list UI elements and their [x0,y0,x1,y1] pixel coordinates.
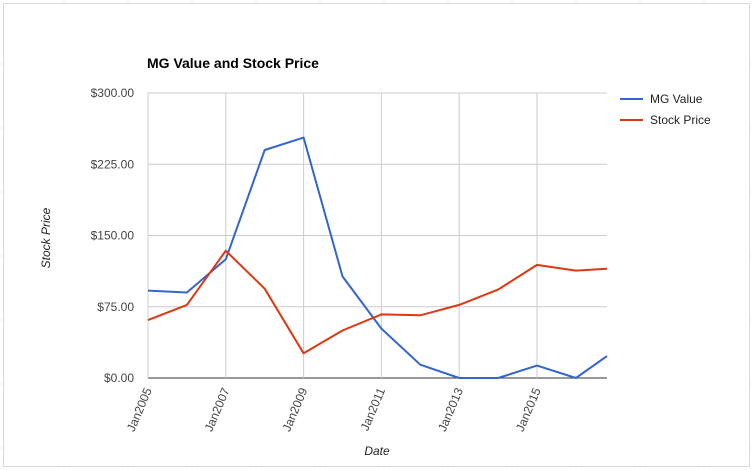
x-tick-label: Jan2005 [124,385,155,433]
y-tick-label: $0.00 [104,371,134,385]
chart-title: MG Value and Stock Price [147,55,319,71]
legend-label: Stock Price [650,113,711,127]
x-tick-label: Jan2011 [358,385,389,432]
series-line-mg-value [147,136,608,379]
x-tick-label: Jan2013 [435,385,466,433]
series-line-stock-price [147,249,608,355]
chart-panel: $0.00 $75.00 $150.00 $225.00 $300.00 Jan2005… [3,3,750,467]
y-tick-label: $150.00 [91,229,135,243]
x-tick-label: Jan2015 [513,385,544,433]
legend-label: MG Value [650,92,703,106]
y-tick-label: $300.00 [91,86,135,100]
legend: MG Value Stock Price [620,92,711,127]
x-tick-label: Jan2007 [202,385,233,433]
line-chart: $0.00 $75.00 $150.00 $225.00 $300.00 Jan2005… [39,55,711,458]
x-axis-ticks: Jan2005 Jan2007 Jan2009 Jan2011 Jan2013 Jan20… [124,385,544,433]
y-axis-title: Stock Price [39,207,53,268]
x-axis-title: Date [364,444,390,458]
gridlines [147,92,607,379]
y-tick-label: $225.00 [91,157,135,171]
y-axis-ticks: $0.00 $75.00 $150.00 $225.00 $300.00 [91,86,135,385]
x-tick-label: Jan2009 [279,385,310,433]
y-tick-label: $75.00 [97,300,134,314]
series-lines [147,136,608,379]
